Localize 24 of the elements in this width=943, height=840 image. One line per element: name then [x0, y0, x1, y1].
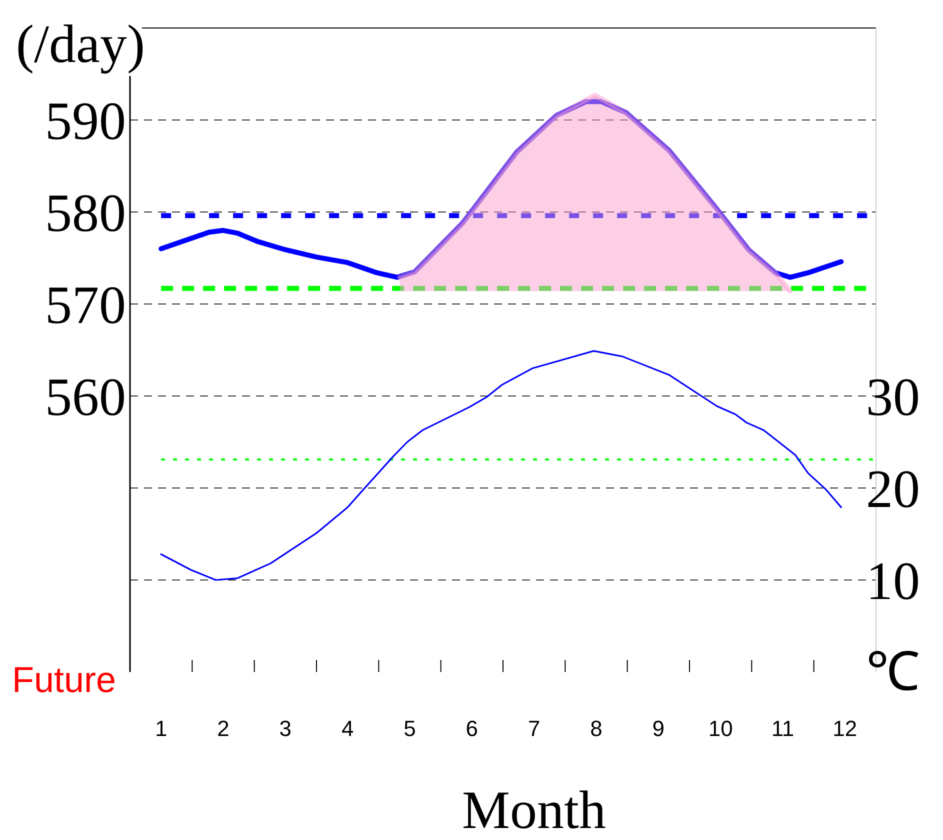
y2-tick-label: 30: [866, 366, 920, 427]
x-tick-label: 8: [590, 716, 602, 741]
x-tick-label: 2: [217, 716, 230, 741]
x-tick-label: 5: [404, 716, 416, 741]
text: Future: [12, 659, 116, 700]
y2-axis-title: ℃: [866, 642, 920, 702]
x-tick-label: 12: [832, 716, 858, 741]
x-tick-label: 6: [466, 716, 478, 741]
y-tick-label: 580: [45, 182, 126, 243]
line-series: [160, 350, 842, 581]
y-axis-title: (/day): [16, 14, 145, 74]
x-tick-label: 4: [341, 716, 354, 741]
y2-tick-label: 20: [866, 458, 920, 519]
y-tick-label: 560: [45, 366, 126, 427]
y2-tick-label: 10: [866, 550, 920, 611]
x-tick-label: 3: [279, 716, 292, 741]
x-tick-label: 10: [708, 716, 733, 741]
x-tick-label: 9: [652, 716, 665, 741]
x-tick-label: 11: [771, 716, 794, 741]
x-axis-title: Month: [462, 780, 606, 840]
x-tick-label: 7: [528, 716, 540, 741]
y-tick-label: 590: [45, 90, 126, 151]
y-tick-label: 570: [45, 274, 126, 335]
x-tick-label: 1: [154, 716, 168, 741]
